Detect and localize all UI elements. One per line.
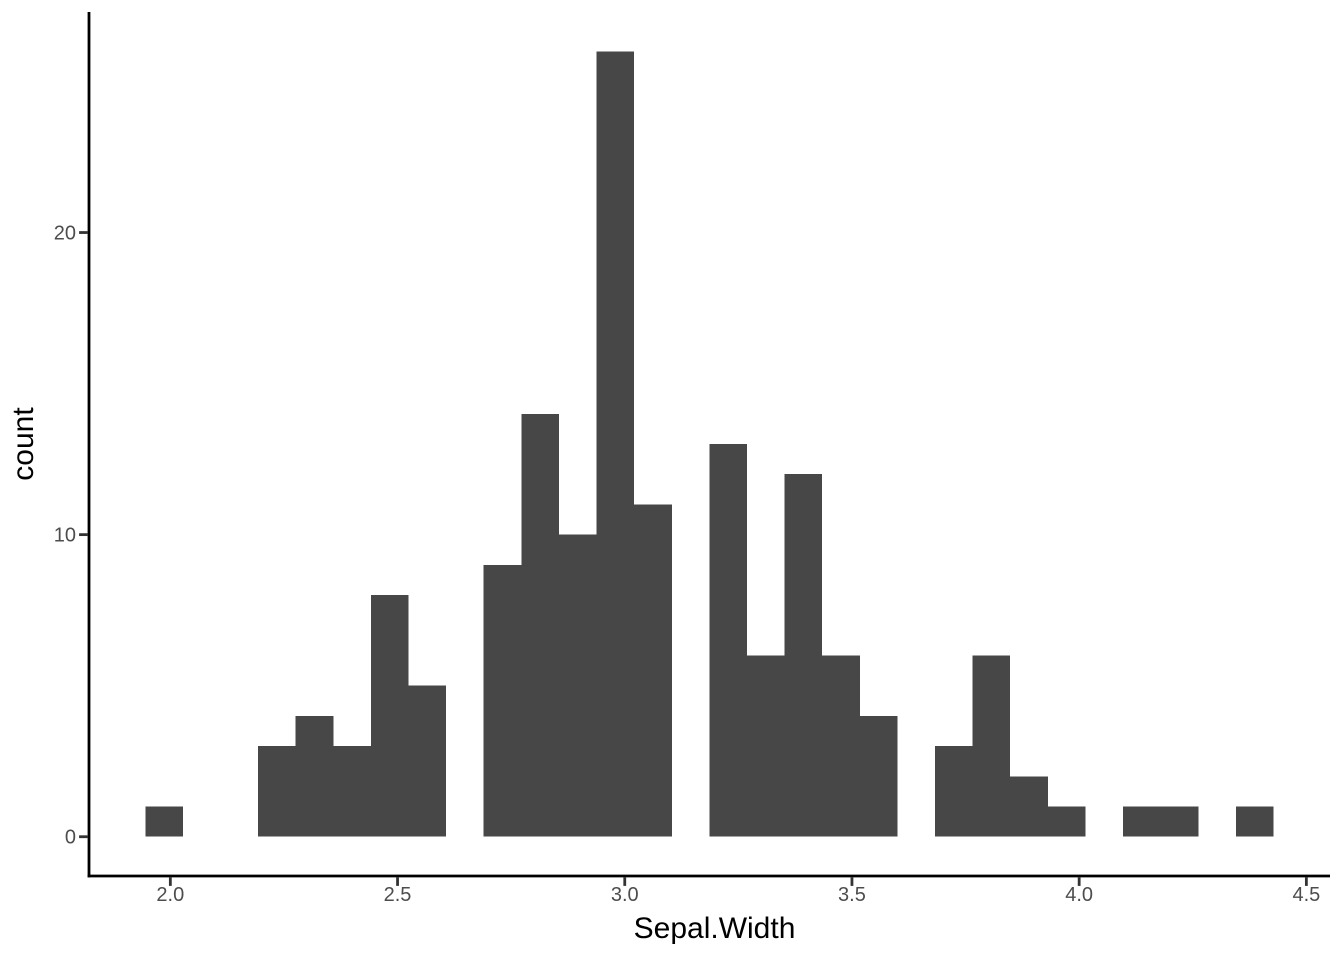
histogram-bars	[145, 51, 1274, 837]
histogram-bar	[634, 504, 672, 837]
histogram-bar	[333, 746, 371, 837]
axes	[87, 12, 1330, 878]
histogram-bar	[859, 715, 898, 837]
x-tick-label: 4.5	[1292, 884, 1320, 906]
x-tick-label: 2.0	[156, 884, 184, 906]
histogram-bar	[1123, 806, 1161, 837]
histogram-bar	[408, 685, 447, 837]
y-tick-label: 0	[65, 827, 76, 849]
histogram-bar	[972, 655, 1011, 837]
histogram-bar	[295, 715, 334, 837]
histogram-bar	[709, 444, 747, 837]
x-tick-label: 2.5	[384, 884, 412, 906]
axis-tick-labels: 2.0 2.5 3.0 3.5 4.0 4.5 0 10 20	[54, 223, 1321, 906]
x-tick-label: 3.5	[838, 884, 866, 906]
histogram-bar	[746, 655, 785, 837]
x-axis-title: Sepal.Width	[634, 912, 796, 945]
histogram-bar	[1010, 776, 1048, 837]
histogram-bar	[822, 655, 860, 837]
histogram-bar	[558, 534, 597, 837]
histogram-bar	[258, 746, 296, 837]
x-tick-label: 3.0	[611, 884, 639, 906]
histogram-bar	[596, 51, 635, 837]
x-tick-label: 4.0	[1065, 884, 1093, 906]
y-tick-label: 10	[54, 525, 76, 547]
histogram-bar	[521, 413, 559, 837]
axis-ticks	[79, 231, 1308, 886]
histogram-bar	[1047, 806, 1086, 837]
histogram-bar	[1235, 806, 1274, 837]
y-axis-title: count	[7, 407, 40, 481]
histogram-bar	[145, 806, 183, 837]
histogram-bar	[483, 564, 522, 837]
histogram-bar	[1160, 806, 1199, 837]
histogram-bar	[784, 474, 823, 837]
histogram-bar	[370, 595, 409, 837]
y-tick-label: 20	[54, 223, 76, 245]
histogram-bar	[935, 746, 973, 837]
